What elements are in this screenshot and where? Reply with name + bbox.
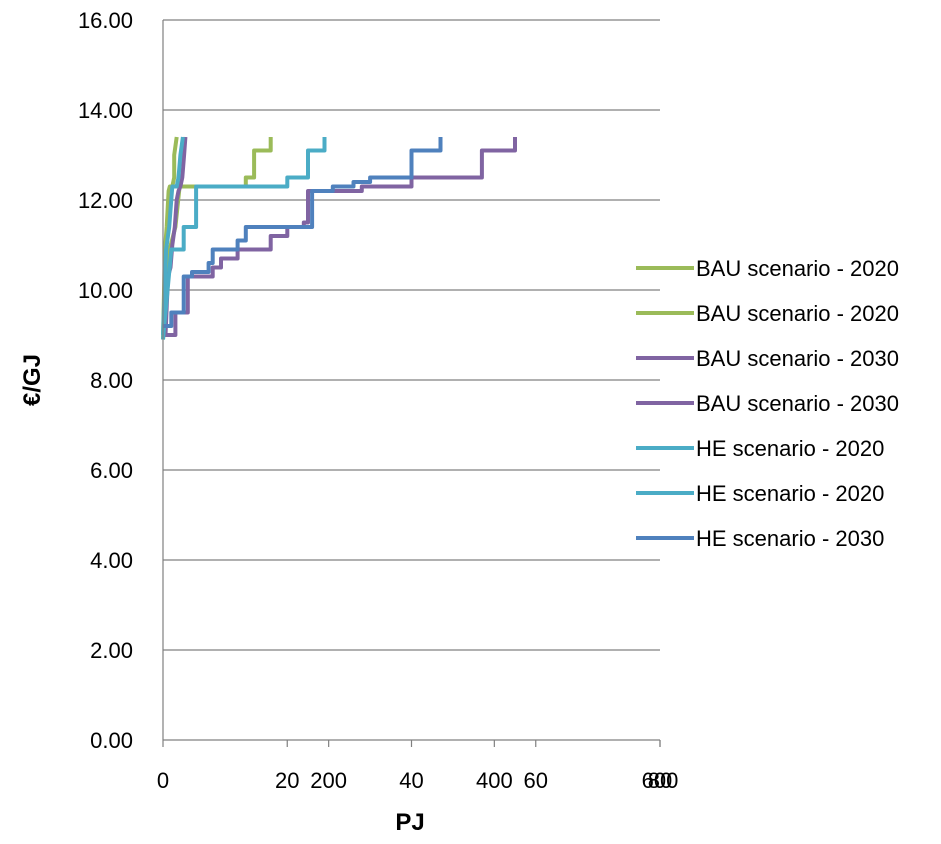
legend: BAU scenario - 2020 BAU scenario - 2020 BA… (636, 256, 899, 551)
legend-item: HE scenario - 2020 (636, 436, 884, 461)
x-tick-labels-primary: 0 20 40 60 80 (157, 768, 672, 793)
y-tick-label: 0.00 (90, 728, 133, 753)
x-tick-label: 600 (642, 768, 679, 793)
series-layer (161, 136, 517, 340)
x-tick-label: 20 (275, 768, 299, 793)
legend-item: BAU scenario - 2020 (636, 301, 899, 326)
series-line (163, 137, 443, 328)
gridlines (163, 19, 660, 651)
legend-item: BAU scenario - 2020 (636, 256, 899, 281)
y-tick-labels: 0.00 2.00 4.00 6.00 8.00 10.00 12.00 14.00 16.00 (78, 8, 133, 753)
y-tick-label: 16.00 (78, 8, 133, 33)
legend-item: HE scenario - 2030 (636, 526, 884, 551)
x-tick-labels-secondary: 200 400 600 (310, 768, 678, 793)
legend-label: HE scenario - 2030 (696, 526, 884, 551)
x-tick-label: 80 (648, 768, 672, 793)
y-tick-label: 12.00 (78, 188, 133, 213)
y-tick-label: 14.00 (78, 98, 133, 123)
y-tick-label: 10.00 (78, 278, 133, 303)
y-axis-title: €/GJ (19, 354, 46, 406)
legend-label: BAU scenario - 2020 (696, 256, 899, 281)
y-tick-label: 8.00 (90, 368, 133, 393)
x-axis-title: PJ (395, 809, 424, 836)
y-tick-label: 2.00 (90, 638, 133, 663)
legend-label: BAU scenario - 2030 (696, 346, 899, 371)
legend-label: HE scenario - 2020 (696, 436, 884, 461)
x-tick-label: 60 (524, 768, 548, 793)
series-line (163, 137, 517, 337)
legend-item: BAU scenario - 2030 (636, 346, 899, 371)
y-tick-label: 4.00 (90, 548, 133, 573)
series-line (161, 137, 327, 340)
y-tick-label: 6.00 (90, 458, 133, 483)
legend-label: BAU scenario - 2030 (696, 391, 899, 416)
legend-label: BAU scenario - 2020 (696, 301, 899, 326)
legend-label: HE scenario - 2020 (696, 481, 884, 506)
x-tick-label: 40 (399, 768, 423, 793)
legend-item: HE scenario - 2020 (636, 481, 884, 506)
x-tick-label: 400 (476, 768, 513, 793)
series-line (161, 136, 185, 336)
axes-layer (162, 20, 661, 747)
x-tick-label: 200 (310, 768, 347, 793)
legend-item: BAU scenario - 2030 (636, 391, 899, 416)
x-tick-label: 0 (157, 768, 169, 793)
